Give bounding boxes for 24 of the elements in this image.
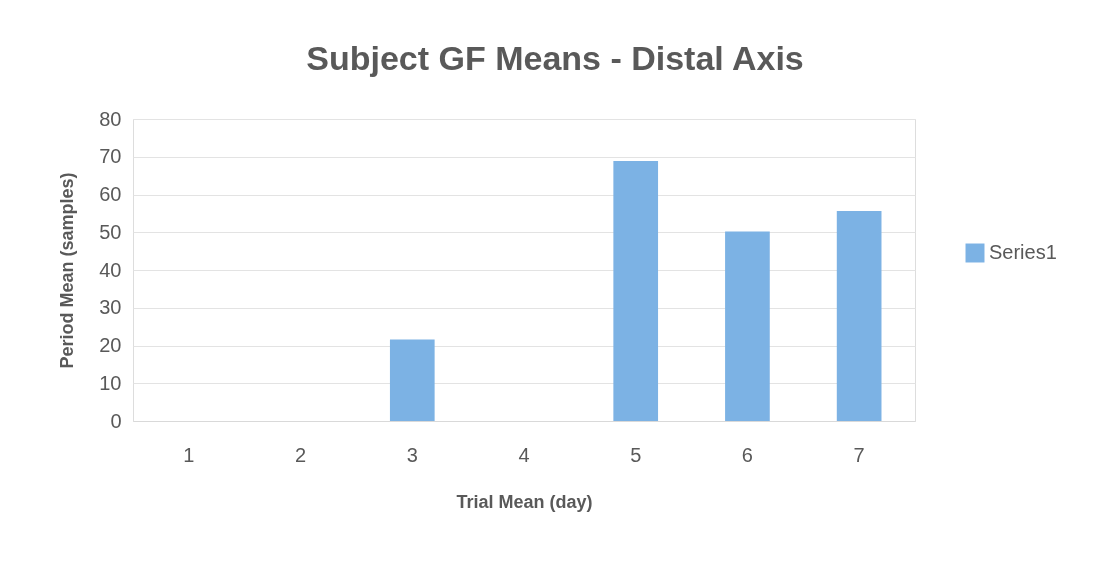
x-axis-title: Trial Mean (day) [456, 491, 593, 512]
bar [613, 160, 659, 421]
x-tick-label: 2 [295, 443, 307, 466]
y-axis-title: Period Mean (samples) [57, 172, 78, 369]
bar [725, 231, 770, 421]
chart-title: Subject GF Means - Distal Axis [306, 39, 804, 77]
y-tick-label: 10 [99, 371, 122, 394]
bar [389, 339, 435, 421]
y-tick-label: 60 [99, 183, 122, 205]
x-tick-label: 7 [853, 443, 865, 466]
y-tick-label: 40 [99, 258, 122, 281]
y-tick-label: 80 [99, 107, 122, 130]
y-tick-label: 30 [99, 296, 122, 319]
y-tick-label: 50 [99, 220, 122, 243]
y-tick-label: 70 [99, 145, 122, 168]
bar [836, 211, 882, 421]
legend-label: Series1 [989, 241, 1057, 263]
x-tick-label: 3 [406, 443, 418, 466]
x-tick-label: 1 [183, 443, 195, 466]
x-tick-label: 6 [741, 443, 753, 466]
y-tick-label: 0 [110, 409, 122, 432]
x-tick-label: 4 [518, 443, 530, 466]
x-tick-label: 5 [630, 443, 642, 466]
y-tick-label: 20 [99, 334, 122, 356]
